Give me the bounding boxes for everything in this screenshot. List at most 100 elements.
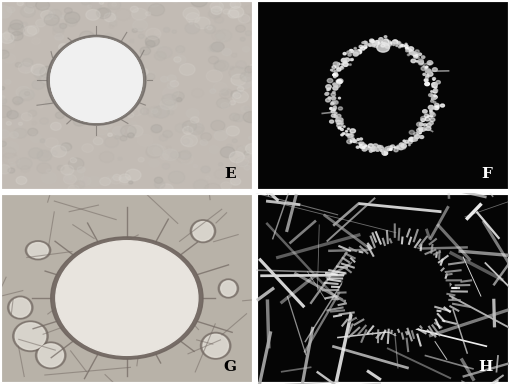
Circle shape bbox=[148, 144, 163, 156]
Circle shape bbox=[362, 147, 364, 149]
Circle shape bbox=[243, 165, 250, 170]
Circle shape bbox=[147, 107, 161, 118]
Circle shape bbox=[425, 66, 427, 68]
Circle shape bbox=[138, 68, 148, 76]
Circle shape bbox=[109, 21, 117, 26]
Circle shape bbox=[413, 139, 415, 141]
Circle shape bbox=[99, 120, 112, 129]
Circle shape bbox=[60, 15, 65, 19]
Circle shape bbox=[53, 24, 65, 33]
Circle shape bbox=[341, 129, 343, 131]
Circle shape bbox=[363, 41, 366, 44]
Circle shape bbox=[429, 112, 433, 115]
Circle shape bbox=[375, 40, 380, 44]
Circle shape bbox=[23, 26, 37, 36]
Circle shape bbox=[405, 48, 407, 50]
Circle shape bbox=[361, 42, 363, 43]
Circle shape bbox=[404, 45, 407, 48]
Circle shape bbox=[190, 0, 207, 7]
Circle shape bbox=[114, 95, 128, 106]
Circle shape bbox=[347, 128, 349, 130]
Circle shape bbox=[146, 146, 162, 158]
Circle shape bbox=[341, 63, 343, 65]
Circle shape bbox=[36, 0, 49, 10]
Circle shape bbox=[37, 150, 51, 161]
Circle shape bbox=[431, 98, 433, 100]
Circle shape bbox=[237, 86, 243, 91]
Circle shape bbox=[91, 44, 102, 52]
Circle shape bbox=[353, 52, 357, 56]
Circle shape bbox=[172, 30, 176, 33]
Circle shape bbox=[125, 173, 129, 176]
Circle shape bbox=[88, 39, 102, 49]
Circle shape bbox=[51, 146, 67, 157]
Circle shape bbox=[211, 6, 221, 15]
Circle shape bbox=[151, 109, 157, 114]
Circle shape bbox=[433, 95, 435, 97]
Circle shape bbox=[115, 9, 130, 20]
Circle shape bbox=[356, 139, 359, 141]
Circle shape bbox=[37, 162, 51, 172]
Circle shape bbox=[214, 169, 227, 179]
Ellipse shape bbox=[8, 296, 33, 319]
Circle shape bbox=[425, 71, 427, 73]
Circle shape bbox=[362, 45, 366, 48]
Circle shape bbox=[40, 118, 48, 124]
Circle shape bbox=[8, 38, 15, 43]
Circle shape bbox=[24, 92, 30, 96]
Circle shape bbox=[401, 45, 404, 47]
Circle shape bbox=[433, 90, 436, 93]
Circle shape bbox=[159, 135, 167, 141]
Circle shape bbox=[79, 52, 91, 61]
Circle shape bbox=[389, 146, 392, 149]
Circle shape bbox=[332, 74, 335, 76]
Circle shape bbox=[405, 140, 408, 143]
Circle shape bbox=[21, 166, 30, 172]
Circle shape bbox=[52, 28, 63, 36]
Circle shape bbox=[416, 128, 421, 132]
Circle shape bbox=[208, 46, 216, 52]
Circle shape bbox=[0, 5, 13, 15]
Circle shape bbox=[132, 20, 147, 31]
Circle shape bbox=[16, 86, 31, 98]
Circle shape bbox=[356, 146, 358, 148]
Circle shape bbox=[424, 68, 426, 70]
Circle shape bbox=[390, 41, 395, 45]
Circle shape bbox=[229, 151, 244, 163]
Circle shape bbox=[70, 158, 76, 163]
Circle shape bbox=[427, 72, 432, 76]
Ellipse shape bbox=[218, 279, 238, 298]
Circle shape bbox=[114, 79, 129, 91]
Circle shape bbox=[379, 146, 382, 148]
Circle shape bbox=[430, 91, 432, 93]
Circle shape bbox=[431, 86, 434, 87]
Circle shape bbox=[393, 149, 398, 152]
Circle shape bbox=[214, 60, 229, 71]
Circle shape bbox=[35, 118, 49, 129]
Circle shape bbox=[185, 23, 200, 34]
Circle shape bbox=[167, 83, 175, 89]
Circle shape bbox=[228, 10, 239, 18]
Circle shape bbox=[428, 94, 432, 97]
Circle shape bbox=[404, 43, 406, 45]
Circle shape bbox=[152, 106, 169, 118]
Circle shape bbox=[362, 144, 365, 146]
Ellipse shape bbox=[192, 222, 213, 241]
Circle shape bbox=[418, 61, 422, 65]
Circle shape bbox=[403, 142, 405, 144]
Circle shape bbox=[240, 72, 252, 82]
Circle shape bbox=[334, 83, 340, 88]
Circle shape bbox=[336, 123, 342, 127]
Circle shape bbox=[53, 60, 63, 68]
Circle shape bbox=[0, 106, 12, 118]
Circle shape bbox=[366, 147, 369, 149]
Circle shape bbox=[406, 48, 410, 51]
Circle shape bbox=[8, 168, 15, 173]
Circle shape bbox=[243, 152, 258, 162]
Circle shape bbox=[332, 107, 336, 109]
Circle shape bbox=[329, 108, 332, 109]
Circle shape bbox=[56, 144, 70, 154]
Circle shape bbox=[423, 114, 428, 118]
Circle shape bbox=[81, 0, 90, 5]
Circle shape bbox=[114, 41, 124, 49]
